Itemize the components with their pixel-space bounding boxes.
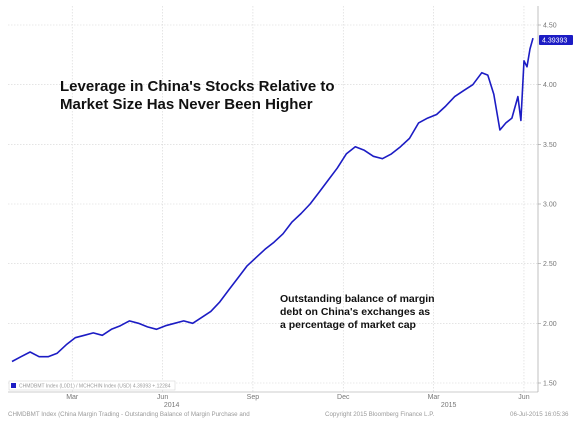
legend-box: CHMDBMT Index (L0D1) / MCHCHIN Index (US… — [8, 380, 176, 391]
x-tick-label: Jun — [518, 394, 529, 401]
footer-center: Copyright 2015 Bloomberg Finance L.P. — [325, 411, 435, 418]
chart-title-line-1: Leverage in China's Stocks Relative to — [60, 78, 335, 95]
x-year-label: 2015 — [441, 402, 457, 409]
y-tick-label: 2.50 — [543, 261, 557, 268]
annotation-line-1: Outstanding balance of margin — [280, 293, 435, 305]
x-tick-label: Mar — [66, 394, 79, 401]
footer-right: 06-Jul-2015 16:05:36 — [510, 411, 569, 418]
annotation-line-2: debt on China's exchanges as — [280, 306, 430, 318]
series-line — [11, 37, 534, 363]
y-tick-label: 3.50 — [543, 142, 557, 149]
x-tick-label: Mar — [428, 394, 441, 401]
x-tick-label: Dec — [337, 394, 350, 401]
y-tick-label: 4.50 — [543, 23, 557, 30]
y-axis-tick-labels: 1.50 2.00 2.50 3.00 3.50 4.00 4.50 — [543, 23, 557, 388]
gridlines — [8, 6, 541, 392]
x-year-label: 2014 — [164, 402, 180, 409]
last-value-label: 4.39393 — [542, 38, 567, 45]
chart-title-line-2: Market Size Has Never Been Higher — [60, 96, 313, 113]
x-tick-label: Sep — [247, 394, 260, 401]
y-tick-label: 2.00 — [543, 321, 557, 328]
y-tick-label: 1.50 — [543, 381, 557, 388]
annotation-line-3: a percentage of market cap — [280, 319, 416, 331]
y-tick-label: 3.00 — [543, 202, 557, 209]
legend-text: CHMDBMT Index (L0D1) / MCHCHIN Index (US… — [19, 384, 171, 390]
x-tick-label: Jun — [157, 394, 168, 401]
y-tick-label: 4.00 — [543, 82, 557, 89]
last-value-badge: 4.39393 — [539, 35, 573, 45]
footer-left: CHMDBMT Index (China Margin Trading - Ou… — [8, 411, 250, 418]
legend-swatch — [11, 383, 16, 388]
plot-area — [8, 6, 538, 392]
